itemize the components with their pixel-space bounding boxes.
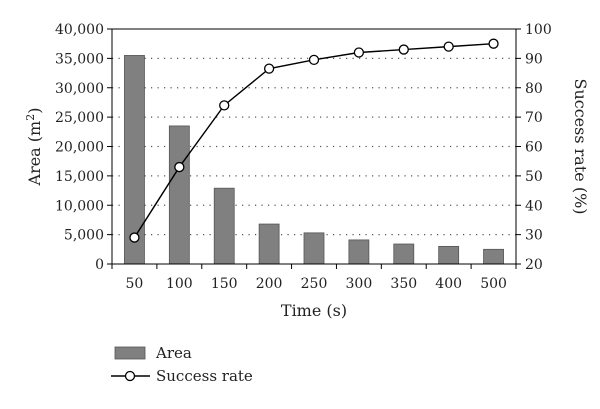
left-tick-label: 40,000 xyxy=(55,22,104,38)
left-axis-ticks: 0 5,000 10,000 15,000 20,000 25,000 30,000 35,0… xyxy=(55,22,112,273)
right-tick-label: 70 xyxy=(525,110,543,126)
bar-area xyxy=(213,187,235,265)
right-axis-ticks: 20 30 40 50 60 70 80 90 100 xyxy=(516,22,552,273)
x-tick-label: 400 xyxy=(435,276,462,292)
left-tick-label: 0 xyxy=(95,257,104,273)
right-tick-label: 20 xyxy=(525,257,543,273)
x-tick-label: 100 xyxy=(166,276,193,292)
bar-area xyxy=(393,243,415,265)
y-left-axis-title: Area (m2) xyxy=(24,108,45,187)
right-tick-label: 90 xyxy=(525,51,543,67)
success-rate-point xyxy=(174,161,185,173)
bar-area xyxy=(483,248,504,265)
right-tick-label: 50 xyxy=(525,169,543,185)
legend-label-area: Area xyxy=(155,344,192,362)
legend-swatch-area xyxy=(114,346,146,360)
success-rate-point xyxy=(353,47,365,58)
legend-swatch-success-rate-marker xyxy=(124,370,136,382)
right-tick-label: 80 xyxy=(525,81,543,97)
success-rate-point xyxy=(443,41,454,52)
success-rate-point xyxy=(263,63,275,74)
success-rate-point xyxy=(219,100,230,111)
x-tick-label: 200 xyxy=(256,276,283,292)
left-tick-label: 25,000 xyxy=(55,110,104,126)
left-tick-label: 15,000 xyxy=(55,169,104,185)
right-tick-label: 40 xyxy=(525,198,543,214)
bar-area xyxy=(303,232,325,265)
y-left-title-base: Area (m xyxy=(25,121,44,187)
left-tick-label: 35,000 xyxy=(55,51,104,67)
x-tick-label: 300 xyxy=(346,276,373,292)
x-axis-title: Time (s) xyxy=(281,301,347,320)
bar-area xyxy=(348,239,370,265)
x-tick-label: 50 xyxy=(126,276,144,292)
bar-series-area xyxy=(124,55,504,265)
bar-area xyxy=(258,223,280,265)
left-tick-label: 20,000 xyxy=(55,140,104,156)
right-tick-label: 100 xyxy=(525,22,552,38)
y-left-title-sup: 2 xyxy=(24,114,37,121)
y-right-axis-title: Success rate (%) xyxy=(571,78,590,214)
x-tick-label: 500 xyxy=(480,276,507,292)
success-rate-point xyxy=(129,232,140,243)
left-tick-label: 10,000 xyxy=(55,198,104,214)
legend-label-success-rate: Success rate xyxy=(156,367,253,385)
line-series-success-rate xyxy=(129,38,499,243)
right-tick-label: 30 xyxy=(525,228,543,244)
y-left-title-close: ) xyxy=(25,108,44,114)
legend: Area Success rate xyxy=(111,344,253,385)
success-rate-point xyxy=(488,38,499,49)
x-axis-ticks: 50 100 150 200 250 300 350 400 500 xyxy=(111,264,517,292)
bar-area xyxy=(438,245,460,265)
x-tick-label: 250 xyxy=(301,276,328,292)
right-tick-label: 60 xyxy=(525,140,543,156)
bar-area xyxy=(168,125,190,265)
x-tick-label: 150 xyxy=(211,276,238,292)
success-rate-point xyxy=(308,54,320,65)
left-tick-label: 30,000 xyxy=(55,81,104,97)
left-tick-label: 5,000 xyxy=(64,228,104,244)
success-rate-point xyxy=(398,44,409,55)
x-tick-label: 350 xyxy=(390,276,417,292)
